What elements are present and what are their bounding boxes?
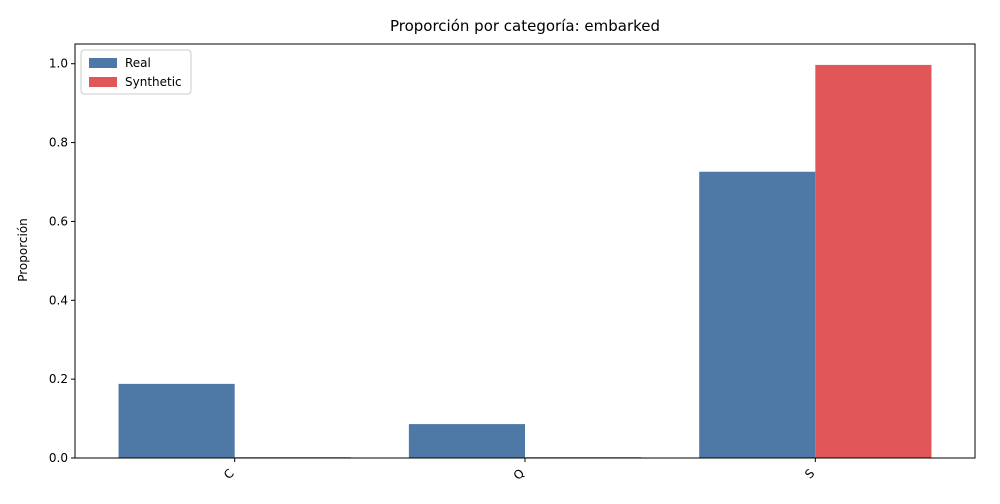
bar-real-q bbox=[408, 424, 525, 458]
chart-title: Proporción por categoría: embarked bbox=[390, 17, 660, 35]
x-tick-label-q: Q bbox=[511, 466, 528, 483]
bars-layer bbox=[118, 64, 932, 459]
x-tick-label-s: S bbox=[802, 466, 817, 481]
legend-swatch-real bbox=[89, 58, 117, 68]
y-tick-label: 0.4 bbox=[49, 293, 68, 307]
x-tick-label-c: C bbox=[221, 466, 237, 482]
y-tick-label: 1.0 bbox=[49, 57, 68, 71]
y-tick-label: 0.6 bbox=[49, 214, 68, 228]
legend-swatch-synthetic bbox=[89, 77, 117, 87]
y-tick-label: 0.0 bbox=[49, 451, 68, 465]
legend: Real Synthetic bbox=[80, 49, 192, 95]
bar-real-c bbox=[118, 383, 235, 458]
legend-label-real: Real bbox=[125, 56, 151, 70]
y-tick-label: 0.8 bbox=[49, 136, 68, 150]
bar-synthetic-s bbox=[815, 64, 932, 458]
y-axis-label: Proporción bbox=[16, 218, 30, 282]
legend-label-synthetic: Synthetic bbox=[125, 75, 182, 89]
y-tick-label: 0.2 bbox=[49, 372, 68, 386]
bar-real-s bbox=[699, 171, 816, 458]
